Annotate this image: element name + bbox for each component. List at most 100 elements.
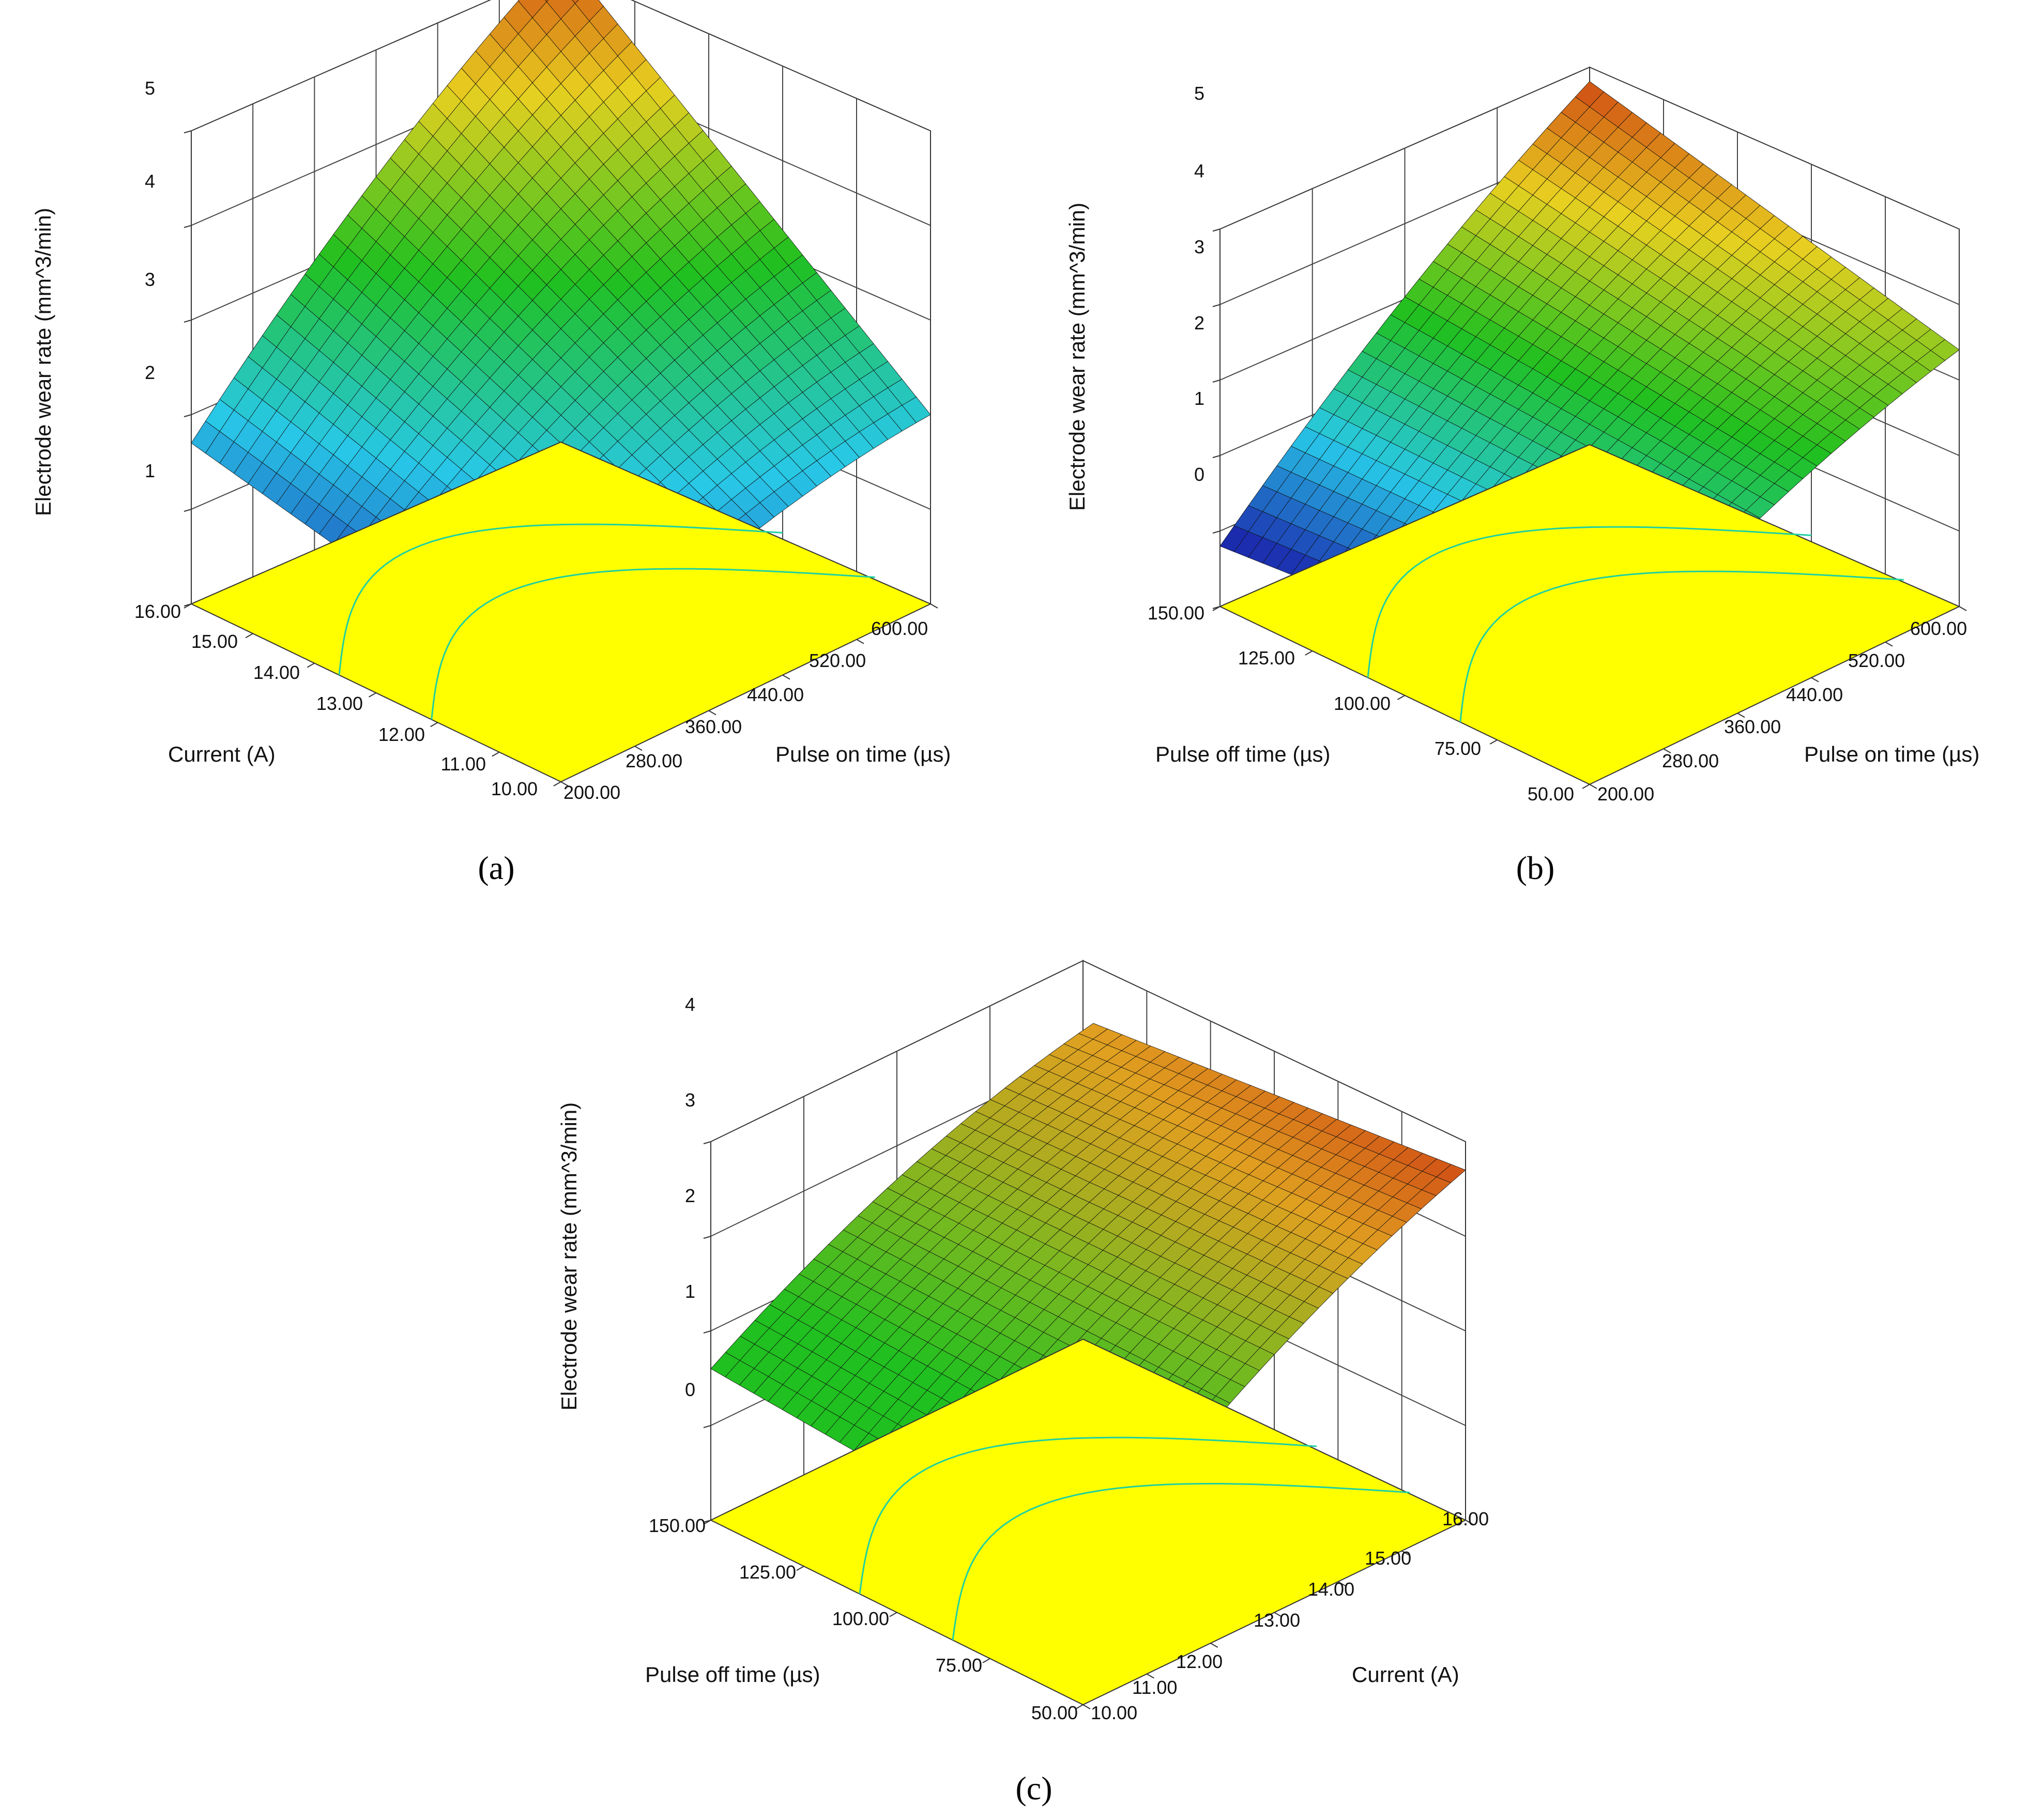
x-tick-mark — [856, 639, 864, 644]
x-tick-mark — [1589, 784, 1597, 789]
z-tick: 2 — [685, 1185, 695, 1206]
y-tick-mark — [1075, 1704, 1084, 1709]
z-tick: 4 — [685, 994, 695, 1015]
y-tick-mark — [430, 722, 438, 727]
x-tick-mark — [634, 746, 643, 751]
panel-c: 0 1 2 3 4 Electrode wear rate (mm^3/min)… — [557, 960, 1489, 1807]
y-tick: 50.00 — [1031, 1702, 1078, 1723]
z-tick-mark — [703, 1236, 711, 1239]
z-tick: 4 — [145, 171, 155, 192]
panel-a-floor — [190, 441, 932, 783]
x-axis-title: Pulse on time (µs) — [1804, 742, 1979, 766]
z-tick-mark — [184, 509, 192, 512]
z-tick-mark — [1212, 229, 1221, 232]
floor-contour — [859, 1436, 1317, 1595]
y-tick: 125.00 — [1238, 647, 1295, 669]
y-tick: 14.00 — [253, 662, 300, 683]
y-tick-mark — [982, 1658, 990, 1663]
y-tick-mark — [796, 1566, 804, 1571]
z-tick: 2 — [1194, 312, 1204, 334]
x-tick-mark — [560, 781, 569, 786]
y-tick: 100.00 — [832, 1608, 889, 1629]
x-tick: 520.00 — [1848, 650, 1905, 671]
x-tick-mark — [1146, 1673, 1154, 1679]
x-tick: 12.00 — [1176, 1651, 1223, 1672]
x-tick-mark — [1737, 713, 1745, 718]
z-tick-mark — [1212, 530, 1221, 534]
y-tick-mark — [1305, 650, 1313, 656]
x-tick: 15.00 — [1365, 1548, 1411, 1569]
surface-cell — [572, 0, 579, 4]
x-tick: 200.00 — [1597, 783, 1654, 805]
y-axis-title: Pulse off time (µs) — [1155, 742, 1331, 766]
z-tick: 3 — [1194, 236, 1204, 257]
floor-contour — [1459, 570, 1904, 722]
x-tick: 16.00 — [1442, 1508, 1489, 1529]
y-tick: 11.00 — [441, 753, 486, 775]
x-tick-mark — [1885, 641, 1893, 647]
x-tick-mark — [1465, 1520, 1473, 1525]
y-tick: 13.00 — [316, 693, 363, 714]
x-tick: 440.00 — [747, 684, 804, 705]
y-tick-mark — [1397, 695, 1405, 700]
panel-a: 1 2 3 4 5 Electrode wear rate (mm^3/min)… — [31, 0, 951, 886]
x-tick: 280.00 — [1662, 750, 1719, 771]
z-tick: 1 — [145, 460, 155, 481]
y-tick: 12.00 — [378, 724, 425, 745]
z-tick-mark — [703, 1520, 711, 1523]
z-tick: 5 — [145, 78, 155, 99]
z-tick: 5 — [1194, 83, 1204, 104]
x-tick-mark — [1959, 606, 1967, 611]
z-axis-title: Electrode wear rate (mm^3/min) — [557, 1102, 581, 1411]
panel-b-floor — [1218, 444, 1961, 785]
y-tick: 125.00 — [739, 1562, 796, 1583]
y-axis-title: Current (A) — [168, 742, 276, 766]
z-tick-mark — [703, 1425, 711, 1428]
x-tick: 600.00 — [871, 618, 928, 639]
z-tick-mark — [184, 225, 192, 228]
y-tick-mark — [889, 1612, 897, 1617]
floor-contour — [431, 568, 875, 720]
y-tick: 75.00 — [936, 1655, 982, 1676]
x-tick: 10.00 — [1091, 1702, 1137, 1723]
x-tick-mark — [930, 603, 938, 609]
x-axis-title: Pulse on time (µs) — [775, 742, 951, 766]
z-tick: 3 — [145, 269, 155, 290]
x-tick-mark — [782, 674, 790, 680]
x-tick-mark — [708, 710, 716, 716]
y-tick: 50.00 — [1528, 783, 1574, 805]
floor-contour — [952, 1482, 1410, 1641]
z-tick: 0 — [685, 1379, 695, 1400]
y-tick: 150.00 — [649, 1515, 706, 1536]
panel-c-floor — [709, 1338, 1467, 1706]
panel-b: 0 1 2 3 4 5 Electrode wear rate (mm^3/mi… — [1065, 66, 1979, 886]
z-tick: 3 — [685, 1089, 695, 1111]
x-tick: 360.00 — [1724, 716, 1781, 737]
x-tick-mark — [1663, 748, 1671, 754]
y-tick: 100.00 — [1334, 693, 1391, 714]
z-tick-mark — [184, 320, 192, 323]
contour-floor — [709, 1338, 1467, 1706]
y-tick: 16.00 — [134, 601, 181, 622]
y-tick: 150.00 — [1148, 602, 1204, 624]
z-tick: 0 — [1194, 464, 1204, 485]
x-tick-mark — [1401, 1550, 1410, 1556]
z-tick-mark — [1212, 606, 1221, 609]
z-tick: 1 — [685, 1281, 695, 1302]
x-tick: 440.00 — [1786, 684, 1843, 705]
z-axis-title: Electrode wear rate (mm^3/min) — [31, 208, 55, 516]
y-tick-mark — [1489, 739, 1498, 745]
x-tick: 13.00 — [1254, 1610, 1300, 1631]
x-tick: 14.00 — [1308, 1579, 1354, 1600]
panel-label: (c) — [1015, 1770, 1052, 1807]
y-tick: 15.00 — [191, 631, 238, 652]
x-tick: 520.00 — [809, 650, 866, 671]
x-tick: 360.00 — [685, 716, 742, 737]
y-tick-mark — [1582, 784, 1590, 789]
x-tick-mark — [1210, 1643, 1218, 1648]
y-tick-mark — [245, 633, 253, 639]
z-tick-mark — [703, 1330, 711, 1333]
x-tick-mark — [1082, 1704, 1091, 1709]
panel-label: (a) — [478, 850, 514, 886]
y-tick-mark — [492, 751, 500, 757]
